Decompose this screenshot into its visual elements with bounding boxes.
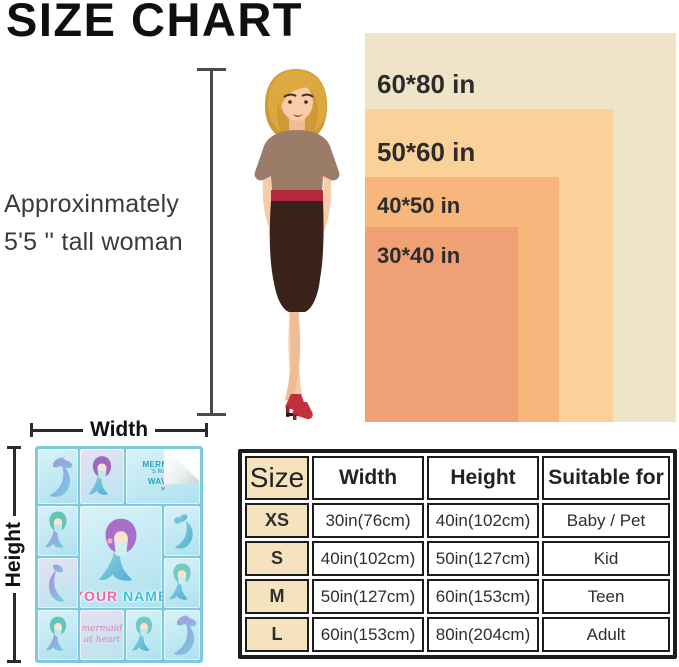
person-height-note: Approxinmately 5'5 '' tall woman (4, 186, 183, 261)
height-measure-line (210, 68, 213, 416)
person-height-note-line2: 5'5 '' tall woman (4, 227, 183, 256)
mermaid-icon (45, 511, 67, 548)
mermaid-icon (88, 455, 112, 495)
blanket-script-text: mermaid at heart (81, 624, 123, 645)
size-table: Size Width Height Suitable for XS 30in(7… (238, 449, 677, 659)
person-height-note-line1: Approxinmately (4, 190, 180, 218)
mermaid-icon-large (98, 518, 137, 581)
blanket-panel-center: YOUR NAME (80, 506, 162, 608)
blanket-panel-tail (38, 449, 78, 504)
measure-tick (205, 423, 208, 437)
mermaid-tail-icon (48, 564, 65, 602)
width-measure: Width (30, 418, 208, 442)
height-measure: Height (1, 446, 27, 664)
blanket-panel-mermaid (80, 449, 124, 504)
blanket-panel-mermaid (164, 558, 200, 608)
blanket-panel-banner: MERMAID 'S MAKE WAVES ♥ (126, 449, 200, 504)
blanket-panel-mermaid (38, 506, 78, 556)
table-cell-size: S (245, 541, 309, 576)
table-header-size: Size (245, 456, 309, 500)
table-cell-size: XS (245, 503, 309, 538)
size-rect-30x40: 30*40 in (365, 227, 518, 422)
measure-tick (7, 446, 21, 449)
table-header-height: Height (427, 456, 539, 500)
blanket-panel-script: mermaid at heart (80, 610, 124, 660)
blanket-panel-tail (164, 506, 200, 556)
blanket-panel-mermaid (38, 610, 78, 660)
height-measure-cap-bottom (197, 413, 226, 416)
mermaid-silhouette-icon (174, 514, 193, 549)
table-cell-width: 40in(102cm) (312, 541, 424, 576)
woman-illustration (254, 69, 340, 420)
table-cell-height: 40in(102cm) (427, 503, 539, 538)
height-label: Height (2, 521, 25, 588)
blanket-banner-text: MERMAID 'S MAKE WAVES (142, 459, 184, 486)
mermaid-icon (46, 616, 67, 651)
measure-tick (30, 423, 33, 437)
table-header-width: Width (312, 456, 424, 500)
measure-line (12, 593, 16, 661)
table-header-suitable: Suitable for (542, 456, 670, 500)
table-cell-width: 60in(153cm) (312, 617, 424, 652)
table-cell-suitable: Teen (542, 579, 670, 614)
measure-line (12, 449, 16, 516)
table-cell-suitable: Baby / Pet (542, 503, 670, 538)
mermaid-tail-icon (173, 615, 197, 655)
size-rect-label: 50*60 in (377, 137, 476, 167)
table-cell-suitable: Kid (542, 541, 670, 576)
size-rect-label: 60*80 in (377, 69, 476, 99)
measure-tick (7, 660, 21, 664)
table-cell-height: 80in(204cm) (427, 617, 539, 652)
measure-line (33, 428, 83, 432)
height-measure-cap-top (197, 68, 226, 71)
table-cell-size: M (245, 579, 309, 614)
mermaid-icon (169, 563, 191, 600)
blanket-panel-tail (38, 558, 78, 608)
table-cell-width: 50in(127cm) (312, 579, 424, 614)
page-title: SIZE CHART (6, 0, 303, 46)
table-cell-suitable: Adult (542, 617, 670, 652)
size-rect-label: 30*40 in (377, 243, 461, 268)
mermaid-icon (132, 616, 153, 651)
blanket-illustration: MERMAID 'S MAKE WAVES ♥ (35, 446, 203, 663)
table-cell-size: L (245, 617, 309, 652)
width-label: Width (89, 418, 149, 441)
table-cell-height: 50in(127cm) (427, 541, 539, 576)
table-cell-height: 60in(153cm) (427, 579, 539, 614)
measure-line (155, 428, 205, 432)
blanket-panel-mermaid (126, 610, 162, 660)
blanket-panel-tail (164, 610, 200, 660)
size-rect-label: 40*50 in (377, 193, 461, 218)
table-cell-width: 30in(76cm) (312, 503, 424, 538)
heart-icon: ♥ (160, 486, 166, 494)
mermaid-tail-icon (49, 457, 73, 497)
blanket-name-text: YOUR NAME (80, 588, 162, 604)
